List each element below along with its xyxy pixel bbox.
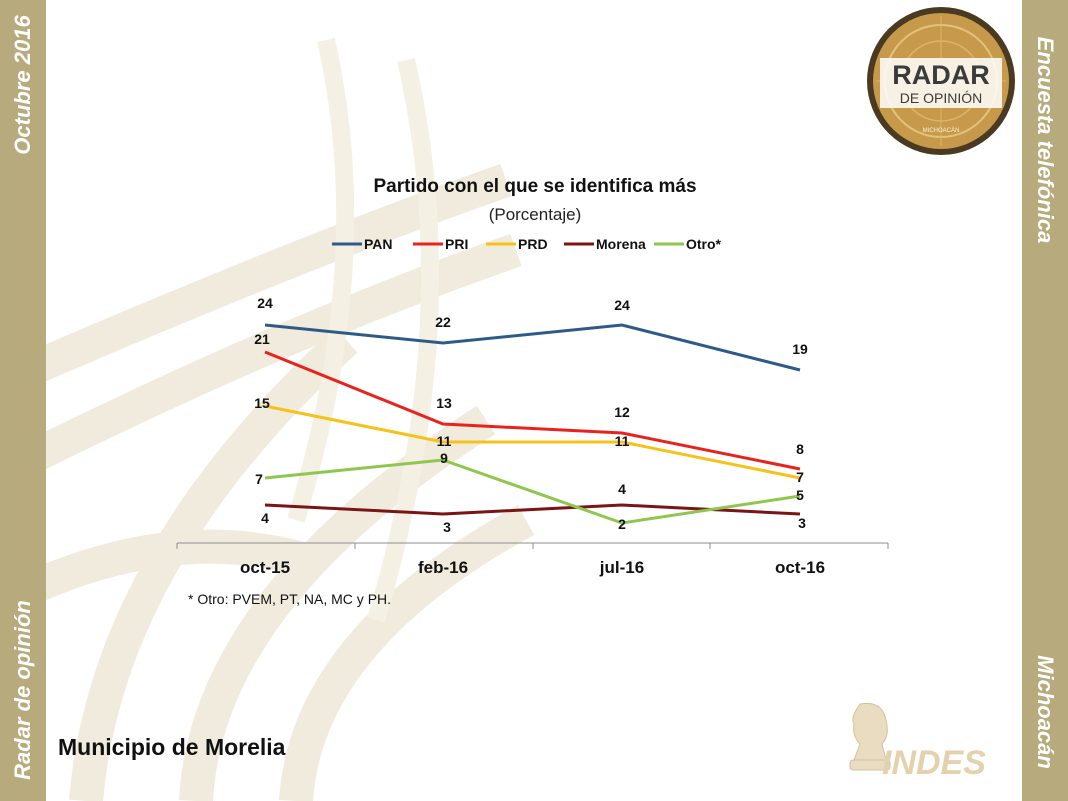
indes-logo: INDES bbox=[849, 702, 986, 782]
data-label-pan-0: 24 bbox=[257, 295, 273, 311]
data-labels: 24 22 24 19 21 13 12 8 15 11 11 7 4 3 4 3 7 9 2 5 bbox=[254, 295, 808, 535]
chart-legend: PAN PRI PRD Morena Otro* bbox=[332, 236, 722, 252]
data-label-prd-1: 11 bbox=[437, 433, 452, 449]
data-label-prd-3: 7 bbox=[796, 469, 804, 485]
legend-label-morena: Morena bbox=[596, 236, 646, 252]
data-label-pri-0: 21 bbox=[254, 331, 270, 347]
legend-label-pri: PRI bbox=[445, 236, 468, 252]
data-label-otro-0: 7 bbox=[255, 471, 263, 487]
data-label-pri-2: 12 bbox=[614, 404, 630, 420]
legend-label-pan: PAN bbox=[364, 236, 393, 252]
x-tick-labels: oct-15 feb-16 jul-16 oct-16 bbox=[240, 558, 825, 577]
series-line-prd bbox=[264, 404, 801, 480]
legend-label-prd: PRD bbox=[518, 236, 548, 252]
data-label-prd-2: 11 bbox=[615, 433, 630, 449]
footnote: * Otro: PVEM, PT, NA, MC y PH. bbox=[188, 591, 392, 607]
data-label-morena-1: 3 bbox=[443, 519, 451, 535]
data-label-otro-2: 2 bbox=[618, 516, 626, 532]
chart-subtitle: (Porcentaje) bbox=[488, 205, 582, 224]
data-label-pan-3: 19 bbox=[792, 341, 808, 357]
legend-label-otro: Otro* bbox=[686, 236, 722, 252]
data-label-otro-3: 5 bbox=[796, 487, 804, 503]
data-label-pan-1: 22 bbox=[435, 314, 451, 330]
series-line-otro bbox=[264, 458, 801, 525]
series-line-pan bbox=[264, 323, 801, 372]
series-lines bbox=[264, 323, 801, 525]
data-label-otro-1: 9 bbox=[440, 450, 448, 466]
michoacan-logo-word: MICHOACÁN bbox=[923, 127, 960, 134]
data-label-morena-0: 4 bbox=[261, 510, 269, 526]
radar-de-opinion-logo: RADAR DE OPINIÓN MICHOACÁN bbox=[867, 7, 1015, 155]
data-label-morena-3: 3 bbox=[798, 515, 806, 531]
data-label-pri-1: 13 bbox=[436, 395, 452, 411]
left-sidebar bbox=[0, 0, 46, 801]
series-line-pri bbox=[264, 350, 801, 471]
background-swirl-decoration bbox=[46, 38, 535, 801]
opinion-logo-word: DE OPINIÓN bbox=[900, 90, 982, 106]
data-label-prd-0: 15 bbox=[254, 395, 270, 411]
data-label-morena-2: 4 bbox=[618, 481, 626, 497]
data-label-pan-2: 24 bbox=[614, 297, 630, 313]
right-sidebar bbox=[1022, 0, 1068, 801]
indes-logo-word: INDES bbox=[882, 744, 986, 782]
x-axis-ticks bbox=[176, 543, 889, 549]
data-label-pri-3: 8 bbox=[796, 441, 804, 457]
x-tick-label-1: feb-16 bbox=[418, 558, 468, 577]
x-tick-label-2: jul-16 bbox=[599, 558, 644, 577]
chart-title: Partido con el que se identifica más bbox=[373, 176, 697, 197]
municipio-title: Municipio de Morelia bbox=[58, 734, 286, 760]
x-tick-label-3: oct-16 bbox=[775, 558, 825, 577]
x-tick-label-0: oct-15 bbox=[240, 558, 290, 577]
radar-logo-word: RADAR bbox=[892, 60, 990, 90]
